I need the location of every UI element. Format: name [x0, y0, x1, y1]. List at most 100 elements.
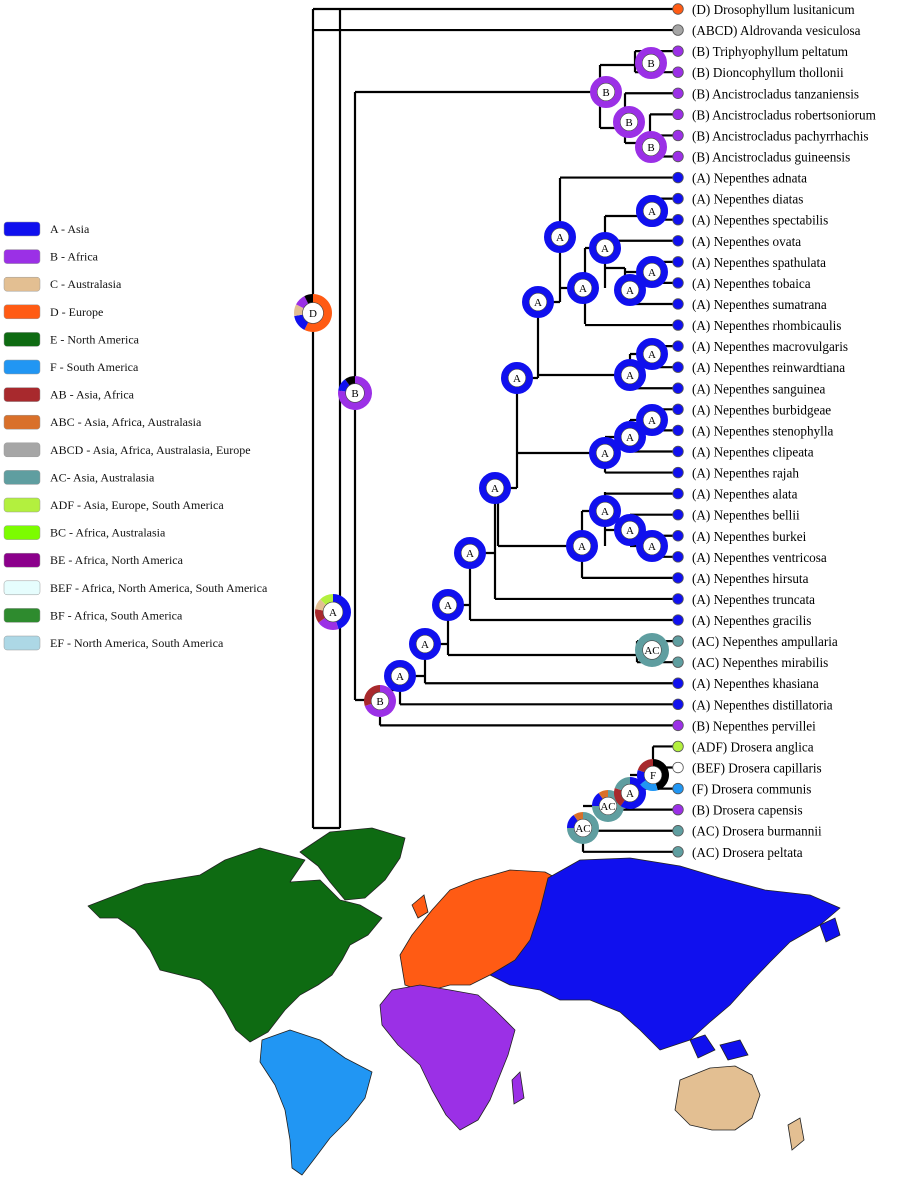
node-ring — [588, 437, 621, 470]
node-center — [507, 368, 527, 388]
node-center — [642, 262, 662, 282]
node-nep-13: A — [635, 256, 668, 289]
taxon-label: (A) Nepenthes khasiana — [692, 676, 819, 691]
node-state-label: A — [601, 448, 609, 460]
node-center — [620, 280, 640, 300]
node-state-label: A — [421, 639, 429, 651]
node-ancistro-2: B — [634, 131, 667, 164]
node-state-label: AC — [600, 801, 615, 813]
legend-item: F - South America — [3, 359, 139, 375]
node-state-label: A — [579, 283, 587, 295]
node-state-label: A — [648, 541, 656, 553]
tip-marker — [672, 319, 684, 331]
taxon-label: (A) Nepenthes reinwardtiana — [692, 360, 845, 375]
tip-marker — [672, 24, 684, 36]
tip-marker — [672, 256, 684, 268]
taxon-label: (A) Nepenthes adnata — [692, 171, 807, 186]
map-region-south-america — [259, 1029, 373, 1176]
legend-item: B - Africa — [3, 249, 99, 264]
node-state-label: A — [556, 232, 564, 244]
tip-marker — [672, 403, 684, 416]
node-nep-7: A — [521, 286, 554, 319]
tip-marker — [672, 761, 684, 774]
legend-swatch — [3, 414, 41, 430]
node-nep-2: A — [409, 627, 442, 660]
legend-label: BE - Africa, North America — [50, 553, 184, 567]
node-state-label: B — [351, 388, 358, 400]
map-region-new-zealand — [787, 1117, 805, 1151]
tip-marker — [672, 719, 684, 732]
node-center — [370, 691, 390, 711]
node-center — [620, 365, 640, 385]
node-state-label: AC — [644, 645, 659, 657]
tip-marker — [672, 445, 684, 458]
taxon-label: (F) Drosera communis — [692, 782, 811, 797]
tip-marker — [672, 277, 684, 289]
node-center — [620, 783, 640, 803]
node-center — [485, 478, 505, 498]
node-center — [595, 443, 615, 463]
tip-marker — [672, 740, 684, 753]
legend-item: EF - North America, South America — [3, 635, 224, 651]
node-nep-8: A — [543, 221, 576, 254]
node-center — [390, 666, 410, 686]
tip-labels: (D) Drosophyllum lusitanicum (ABCD) Aldro… — [692, 2, 877, 860]
legend-swatch — [3, 470, 41, 485]
legend-label: AC- Asia, Australasia — [50, 470, 155, 484]
tip-marker — [672, 466, 684, 479]
node-ancistro-1: B — [612, 105, 645, 138]
legend-item: BEF - Africa, North America, South Ameri… — [3, 580, 268, 596]
node-ring — [501, 362, 534, 395]
node-center — [345, 383, 365, 403]
node-segment — [567, 815, 578, 828]
legend-label: ABC - Asia, Africa, Australasia — [50, 415, 202, 429]
node-ring — [635, 195, 668, 228]
tip-marker — [672, 551, 684, 563]
node-nep-14: A — [613, 359, 646, 392]
node-segment — [304, 294, 332, 332]
node-state-label: A — [648, 206, 656, 218]
node-center — [302, 302, 324, 324]
taxon-label: (A) Nepenthes burbidgeae — [692, 402, 831, 417]
taxon-label: (B) Ancistrocladus pachyrrhachis — [692, 128, 869, 143]
map-region-british-isles — [411, 894, 429, 919]
node-ring — [588, 232, 621, 265]
node-segment — [636, 770, 646, 785]
taxon-label: (AC) Nepenthes mirabilis — [692, 655, 828, 670]
node-center — [642, 640, 662, 660]
node-ring — [543, 221, 576, 254]
tip-marker — [672, 846, 684, 858]
node-drosera-root: AC — [567, 812, 599, 844]
node-state-label: A — [648, 349, 656, 361]
legend-swatch — [3, 580, 41, 596]
node-ring — [384, 659, 417, 692]
node-ring — [635, 256, 668, 289]
node-segment — [637, 759, 653, 773]
node-state-label: B — [602, 87, 609, 99]
legend-swatch — [3, 608, 41, 623]
node-dioncophyllaceae-nepenthes: B — [338, 376, 372, 411]
node-segment — [592, 793, 603, 806]
node-center — [438, 595, 458, 615]
map-region-madagascar — [511, 1071, 525, 1105]
legend-swatch — [3, 635, 41, 651]
node-state-label: A — [329, 607, 337, 619]
node-state-label: A — [648, 267, 656, 279]
legend-label: A - Asia — [50, 222, 90, 236]
tip-marker — [672, 803, 684, 816]
node-segment — [294, 314, 309, 330]
node-ring — [565, 529, 598, 562]
node-drosera-4: F — [636, 759, 670, 791]
node-center — [595, 501, 615, 521]
legend-label: F - South America — [50, 360, 139, 374]
node-segment — [620, 777, 646, 810]
map-region-north-america — [87, 847, 383, 1043]
taxon-label: (A) Nepenthes tobaica — [692, 276, 811, 291]
node-segment — [333, 594, 352, 630]
legend-item: ADF - Asia, Europe, South America — [3, 497, 224, 513]
taxon-label: (B) Nepenthes pervillei — [692, 718, 816, 733]
taxon-label: (B) Ancistrocladus tanzaniensis — [692, 86, 859, 101]
map-region-japan — [819, 917, 841, 943]
node-segment — [315, 609, 325, 623]
